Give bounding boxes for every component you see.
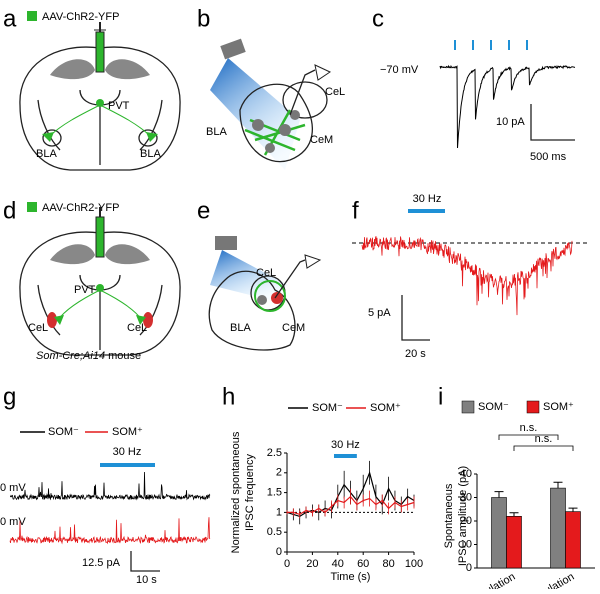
legend-label: SOM⁻ bbox=[48, 426, 79, 438]
y-axis-title: Normalized spontaneous bbox=[230, 431, 242, 553]
scale-bar bbox=[130, 551, 160, 572]
virus-label: AAV-ChR2-YFP bbox=[42, 11, 119, 23]
legend-swatch bbox=[526, 400, 540, 414]
genotype: Som-Cre;Ai14 bbox=[36, 350, 105, 362]
y-axis-title: IPSC frequency bbox=[244, 453, 256, 531]
optogenetics-schematic bbox=[210, 38, 332, 170]
brain-schematic bbox=[19, 207, 181, 356]
scale-label: 500 ms bbox=[530, 151, 567, 163]
significance-label: n.s. bbox=[535, 433, 553, 445]
region-label: CeL bbox=[127, 322, 147, 334]
y-tick-label: 0 bbox=[466, 562, 472, 574]
panel-label: e bbox=[197, 197, 210, 224]
region-label: CeM bbox=[310, 134, 333, 146]
stim-bar bbox=[100, 463, 155, 467]
region-label: BLA bbox=[230, 322, 251, 334]
y-tick-label: 1.5 bbox=[267, 487, 282, 499]
scale-bar bbox=[530, 104, 575, 141]
holding-potential: 0 mV bbox=[0, 516, 26, 528]
panel-label: g bbox=[3, 383, 16, 410]
error-bar bbox=[494, 491, 504, 498]
x-tick-label: Pre-stimulation bbox=[448, 571, 518, 589]
scale-bar bbox=[401, 295, 430, 341]
holding-potential: 0 mV bbox=[0, 482, 26, 494]
panel-label: h bbox=[222, 383, 235, 410]
scale-label: 12.5 pA bbox=[82, 557, 121, 569]
stim-bar bbox=[333, 454, 357, 458]
scale-label: 5 pA bbox=[368, 307, 391, 319]
region-label: CeL bbox=[325, 86, 345, 98]
current-trace bbox=[9, 517, 211, 545]
y-axis-title: IPSC amplitude (pA) bbox=[457, 466, 469, 566]
legend-label: SOM⁺ bbox=[370, 402, 401, 414]
panel-label: f bbox=[352, 197, 359, 224]
panel-label: b bbox=[197, 5, 210, 32]
y-tick-label: 2.5 bbox=[267, 447, 282, 459]
virus-swatch bbox=[27, 202, 37, 212]
significance-bracket bbox=[498, 434, 559, 440]
optogenetics-schematic bbox=[208, 236, 322, 351]
panel-label: c bbox=[372, 5, 384, 32]
bar bbox=[491, 497, 507, 569]
panel-label: i bbox=[438, 383, 443, 410]
brain-schematic bbox=[19, 22, 181, 171]
significance-label: n.s. bbox=[520, 422, 538, 434]
mouse-line: Som-Cre;Ai14 mouse bbox=[36, 350, 141, 362]
bar bbox=[565, 511, 581, 569]
region-label: CeL bbox=[28, 322, 48, 334]
series-line bbox=[287, 495, 415, 516]
current-trace bbox=[10, 471, 211, 501]
significance-bracket bbox=[513, 445, 574, 451]
x-tick-label: 100 bbox=[405, 558, 423, 570]
stim-bar bbox=[408, 209, 445, 213]
error-bar bbox=[568, 507, 578, 512]
legend-label: SOM⁻ bbox=[312, 402, 343, 414]
region-label: PVT bbox=[108, 100, 130, 112]
region-label: CeM bbox=[282, 322, 305, 334]
stim-label: 30 Hz bbox=[331, 439, 360, 451]
y-tick-label: 30 bbox=[460, 491, 472, 503]
error-bar bbox=[509, 512, 519, 517]
scale-label: 10 s bbox=[136, 574, 157, 586]
region-label: PVT bbox=[74, 284, 96, 296]
x-tick-label: 20 bbox=[306, 558, 318, 570]
bar bbox=[506, 515, 522, 569]
x-tick-label: 60 bbox=[357, 558, 369, 570]
scale-label: 10 pA bbox=[496, 116, 525, 128]
y-tick-label: 10 bbox=[460, 538, 472, 550]
virus-swatch bbox=[27, 11, 37, 21]
legend-label: SOM⁺ bbox=[543, 401, 574, 413]
y-tick-label: 2 bbox=[276, 467, 282, 479]
y-tick-label: 1 bbox=[276, 506, 282, 518]
scale-label: 20 s bbox=[405, 348, 426, 360]
region-label: BLA bbox=[36, 148, 57, 160]
genotype-suffix: mouse bbox=[108, 350, 141, 362]
legend-label: SOM⁻ bbox=[478, 401, 509, 413]
panel-label: d bbox=[3, 197, 16, 224]
region-label: BLA bbox=[140, 148, 161, 160]
current-trace bbox=[439, 64, 576, 149]
current-trace bbox=[361, 236, 573, 316]
panel-label: a bbox=[3, 5, 17, 32]
x-tick-label: 0 bbox=[284, 558, 290, 570]
legend-label: SOM⁺ bbox=[112, 426, 143, 438]
y-tick-label: 0 bbox=[276, 546, 282, 558]
x-axis-title: Time (s) bbox=[331, 571, 371, 583]
stim-label: 30 Hz bbox=[413, 193, 442, 205]
bar bbox=[550, 487, 566, 569]
y-tick-label: 20 bbox=[460, 515, 472, 527]
region-label: CeL bbox=[256, 267, 276, 279]
y-tick-label: 40 bbox=[460, 468, 472, 480]
region-label: BLA bbox=[206, 126, 227, 138]
y-axis-title: Spontaneous bbox=[443, 483, 455, 548]
stim-label: 30 Hz bbox=[113, 446, 142, 458]
error-bar bbox=[553, 481, 563, 489]
virus-label: AAV-ChR2-YFP bbox=[42, 202, 119, 214]
holding-potential: −70 mV bbox=[380, 64, 419, 76]
legend-swatch bbox=[461, 400, 475, 414]
x-tick-label: 40 bbox=[332, 558, 344, 570]
x-tick-label: 80 bbox=[382, 558, 394, 570]
y-tick-label: 0.5 bbox=[267, 526, 282, 538]
